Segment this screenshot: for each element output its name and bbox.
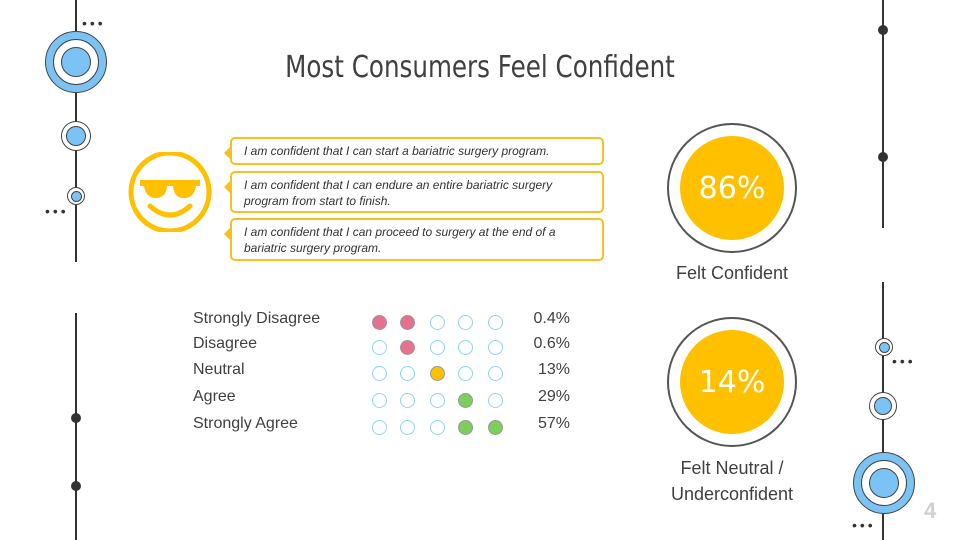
neutral-label: Felt Neutral / Underconfident (670, 458, 794, 504)
decor-circle-large (45, 31, 107, 93)
empty-dot (400, 420, 415, 435)
scale-percent: 57% (537, 415, 570, 432)
scale-percent: 0.4% (533, 310, 570, 327)
confident-value: 86% (680, 136, 784, 240)
statement-text: I am confident that I can start a bariat… (244, 144, 550, 158)
decor-line (75, 313, 77, 540)
empty-dot (488, 315, 503, 330)
filled-dot (372, 315, 387, 330)
page-number: 4 (924, 498, 937, 523)
scale-percent: 0.6% (533, 335, 570, 352)
confident-label: Felt Confident (675, 263, 789, 283)
empty-dot (458, 315, 473, 330)
decor-circle-medium (61, 121, 91, 151)
scale-label: Agree (193, 388, 236, 405)
decor-circle-medium (869, 392, 897, 420)
decor-dot (71, 481, 81, 491)
statement-text: I am confident that I can endure an enti… (244, 178, 553, 208)
scale-label: Neutral (193, 361, 245, 378)
scale-percent: 13% (537, 361, 570, 378)
decor-dot (878, 152, 888, 162)
empty-dot (372, 340, 387, 355)
decor-dot (71, 413, 81, 423)
statement-bubble: I am confident that I can endure an enti… (224, 171, 604, 213)
decor-line (882, 0, 884, 228)
empty-dot (458, 366, 473, 381)
empty-dot (488, 366, 503, 381)
decor-dot (878, 25, 888, 35)
filled-dot (488, 420, 503, 435)
empty-dot (372, 393, 387, 408)
empty-dot (488, 340, 503, 355)
sunglasses-smiley-icon (128, 152, 212, 232)
empty-dot (430, 340, 445, 355)
statement-bubble: I am confident that I can start a bariat… (224, 137, 604, 165)
ellipsis-decor: ••• (45, 203, 69, 219)
neutral-circle: 14% (667, 317, 797, 447)
ellipsis-decor: ••• (852, 517, 876, 533)
empty-dot (372, 420, 387, 435)
filled-dot (430, 366, 445, 381)
filled-dot (400, 340, 415, 355)
empty-dot (372, 366, 387, 381)
filled-dot (458, 393, 473, 408)
decor-circle-large (853, 452, 915, 514)
page-title: Most Consumers Feel Confident (285, 50, 675, 85)
decor-circle-small (875, 338, 893, 356)
ellipsis-decor: ••• (892, 353, 916, 369)
decor-circle-small (67, 187, 85, 205)
neutral-value: 14% (680, 330, 784, 434)
filled-dot (400, 315, 415, 330)
empty-dot (400, 393, 415, 408)
scale-percent: 29% (537, 388, 570, 405)
empty-dot (430, 315, 445, 330)
statement-text: I am confident that I can proceed to sur… (244, 225, 556, 255)
scale-label: Disagree (193, 335, 258, 352)
empty-dot (430, 393, 445, 408)
ellipsis-decor: ••• (82, 15, 106, 31)
confident-circle: 86% (667, 123, 797, 253)
empty-dot (458, 340, 473, 355)
empty-dot (430, 420, 445, 435)
scale-label: Strongly Agree (193, 415, 298, 432)
empty-dot (400, 366, 415, 381)
filled-dot (458, 420, 473, 435)
empty-dot (488, 393, 503, 408)
scale-label: Strongly Disagree (193, 310, 321, 327)
statement-bubble: I am confident that I can proceed to sur… (224, 218, 604, 261)
